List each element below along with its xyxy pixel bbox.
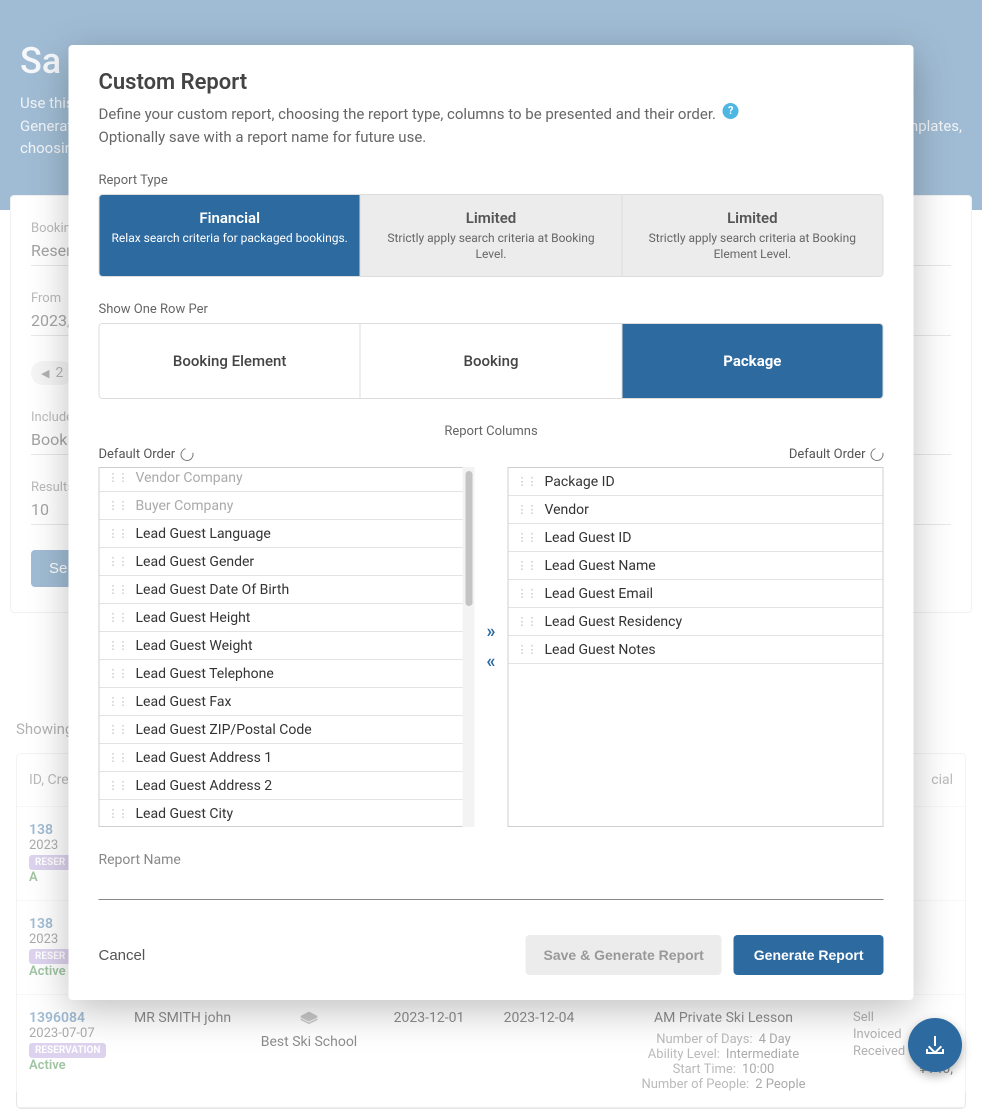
available-column-item[interactable]: ⋮⋮Lead Guest Gender — [100, 548, 474, 576]
available-columns-list[interactable]: ⋮⋮Vendor Company⋮⋮Buyer Company⋮⋮Lead Gu… — [99, 467, 475, 827]
generate-report-button[interactable]: Generate Report — [734, 935, 884, 975]
drag-handle-icon[interactable]: ⋮⋮ — [517, 643, 537, 656]
selected-column-item[interactable]: ⋮⋮Vendor — [509, 496, 883, 524]
available-column-item[interactable]: ⋮⋮Lead Guest ZIP/Postal Code — [100, 716, 474, 744]
drag-handle-icon[interactable]: ⋮⋮ — [517, 503, 537, 516]
drag-handle-icon[interactable]: ⋮⋮ — [108, 499, 128, 512]
default-order-left[interactable]: Default Order — [99, 447, 194, 462]
drag-handle-icon[interactable]: ⋮⋮ — [108, 807, 128, 820]
report-name-input[interactable] — [99, 874, 884, 900]
available-column-item[interactable]: ⋮⋮Lead Guest Height — [100, 604, 474, 632]
drag-handle-icon[interactable]: ⋮⋮ — [108, 695, 128, 708]
drag-handle-icon[interactable]: ⋮⋮ — [108, 779, 128, 792]
modal-title: Custom Report — [99, 70, 884, 95]
report-type-segment-0[interactable]: FinancialRelax search criteria for packa… — [100, 195, 361, 276]
report-columns-label: Report Columns — [99, 424, 884, 439]
drag-handle-icon[interactable]: ⋮⋮ — [108, 555, 128, 568]
dual-list-columns: ⋮⋮Vendor Company⋮⋮Buyer Company⋮⋮Lead Gu… — [99, 467, 884, 827]
drag-handle-icon[interactable]: ⋮⋮ — [108, 471, 128, 484]
download-fab[interactable] — [908, 1018, 962, 1072]
refresh-icon — [868, 446, 886, 464]
drag-handle-icon[interactable]: ⋮⋮ — [517, 615, 537, 628]
move-left-button[interactable]: « — [487, 653, 496, 671]
row-per-segment-0[interactable]: Booking Element — [100, 324, 361, 398]
scrollbar-track[interactable] — [463, 467, 475, 827]
drag-handle-icon[interactable]: ⋮⋮ — [517, 587, 537, 600]
selected-column-item[interactable]: ⋮⋮Lead Guest Notes — [509, 636, 883, 664]
drag-handle-icon[interactable]: ⋮⋮ — [517, 475, 537, 488]
drag-handle-icon[interactable]: ⋮⋮ — [108, 723, 128, 736]
available-column-item[interactable]: ⋮⋮Lead Guest Language — [100, 520, 474, 548]
refresh-icon — [178, 446, 196, 464]
drag-handle-icon[interactable]: ⋮⋮ — [108, 527, 128, 540]
available-column-item: ⋮⋮Vendor Company — [100, 467, 474, 492]
available-column-item[interactable]: ⋮⋮Lead Guest Address 2 — [100, 772, 474, 800]
download-icon — [926, 1036, 944, 1054]
report-type-segment-2[interactable]: LimitedStrictly apply search criteria at… — [622, 195, 882, 276]
available-column-item[interactable]: ⋮⋮Lead Guest City — [100, 800, 474, 827]
available-column-item[interactable]: ⋮⋮Lead Guest Weight — [100, 632, 474, 660]
available-column-item: ⋮⋮Buyer Company — [100, 492, 474, 520]
drag-handle-icon[interactable]: ⋮⋮ — [517, 531, 537, 544]
custom-report-modal: Custom Report Define your custom report,… — [69, 45, 914, 1000]
available-column-item[interactable]: ⋮⋮Lead Guest Address 1 — [100, 744, 474, 772]
drag-handle-icon[interactable]: ⋮⋮ — [108, 667, 128, 680]
drag-handle-icon[interactable]: ⋮⋮ — [108, 639, 128, 652]
row-per-label: Show One Row Per — [99, 302, 884, 317]
selected-column-item[interactable]: ⋮⋮Lead Guest ID — [509, 524, 883, 552]
move-right-button[interactable]: » — [487, 623, 496, 641]
report-type-segments: FinancialRelax search criteria for packa… — [99, 194, 884, 277]
selected-column-item[interactable]: ⋮⋮Package ID — [509, 468, 883, 496]
drag-handle-icon[interactable]: ⋮⋮ — [108, 583, 128, 596]
drag-handle-icon[interactable]: ⋮⋮ — [517, 559, 537, 572]
drag-handle-icon[interactable]: ⋮⋮ — [108, 611, 128, 624]
available-column-item[interactable]: ⋮⋮Lead Guest Date Of Birth — [100, 576, 474, 604]
report-name-label: Report Name — [99, 852, 884, 868]
help-icon[interactable]: ? — [723, 103, 739, 119]
drag-handle-icon[interactable]: ⋮⋮ — [108, 751, 128, 764]
modal-description: Define your custom report, choosing the … — [99, 103, 884, 148]
available-column-item[interactable]: ⋮⋮Lead Guest Fax — [100, 688, 474, 716]
available-column-item[interactable]: ⋮⋮Lead Guest Telephone — [100, 660, 474, 688]
row-per-segments: Booking ElementBookingPackage — [99, 323, 884, 399]
report-type-label: Report Type — [99, 173, 884, 188]
selected-columns-list[interactable]: ⋮⋮Package ID⋮⋮Vendor⋮⋮Lead Guest ID⋮⋮Lea… — [508, 467, 884, 827]
report-type-segment-1[interactable]: LimitedStrictly apply search criteria at… — [361, 195, 622, 276]
selected-column-item[interactable]: ⋮⋮Lead Guest Residency — [509, 608, 883, 636]
selected-column-item[interactable]: ⋮⋮Lead Guest Email — [509, 580, 883, 608]
default-order-right[interactable]: Default Order — [789, 447, 884, 462]
cancel-button[interactable]: Cancel — [99, 947, 146, 964]
selected-column-item[interactable]: ⋮⋮Lead Guest Name — [509, 552, 883, 580]
scrollbar-thumb[interactable] — [466, 471, 473, 606]
row-per-segment-1[interactable]: Booking — [361, 324, 622, 398]
save-generate-button[interactable]: Save & Generate Report — [526, 935, 722, 975]
row-per-segment-2[interactable]: Package — [622, 324, 882, 398]
